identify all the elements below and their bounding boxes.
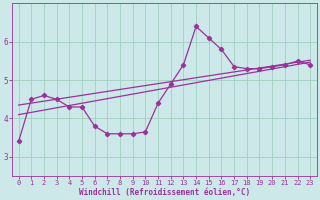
X-axis label: Windchill (Refroidissement éolien,°C): Windchill (Refroidissement éolien,°C) <box>79 188 250 197</box>
